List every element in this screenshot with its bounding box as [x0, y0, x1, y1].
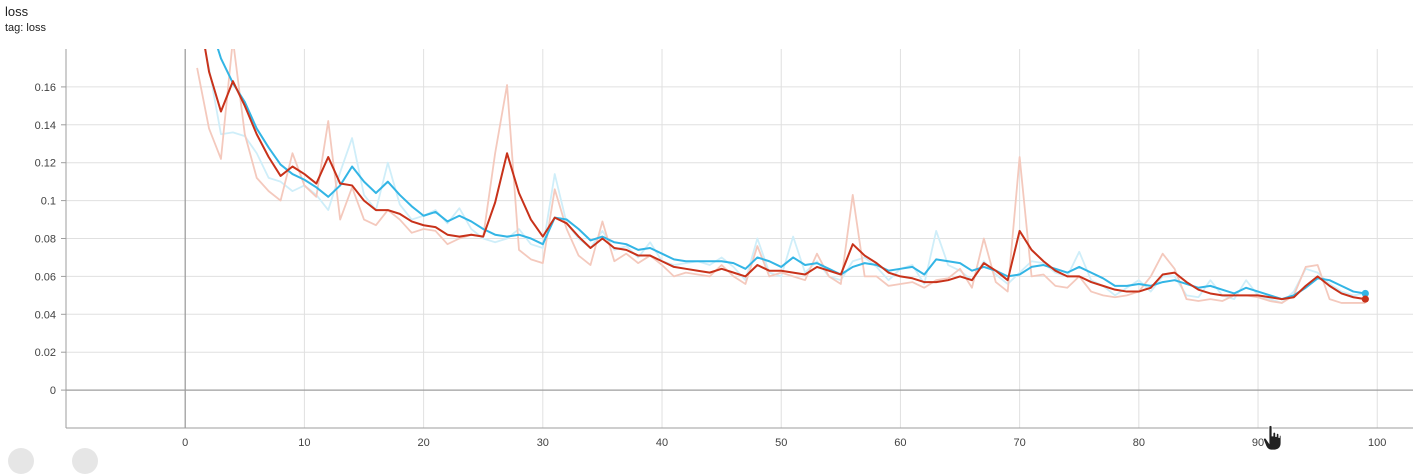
loss-chart[interactable]: 0 0.02 0.04 0.06 0.08 0.1 0.12 0.14 0.16 0 10 20 30 4… [0, 0, 1413, 454]
series-1-smoothed-line [204, 49, 1366, 301]
y-tick-label: 0.1 [41, 196, 56, 208]
grid-lines [66, 49, 1413, 428]
tick-labels: 0 0.02 0.04 0.06 0.08 0.1 0.12 0.14 0.16 0 10 20 30 4… [35, 82, 1387, 449]
y-tick-label: 0.16 [35, 82, 56, 94]
x-tick-label: 100 [1368, 437, 1386, 449]
chart-tag: tag: loss [5, 22, 46, 34]
y-tick-label: 0.12 [35, 158, 56, 170]
hand-cursor-icon [1263, 425, 1281, 451]
chart-title: loss [5, 4, 29, 19]
ghost-button-left[interactable] [8, 448, 34, 474]
x-tick-label: 80 [1133, 437, 1145, 449]
y-tick-label: 0.02 [35, 347, 56, 359]
y-tick-label: 0.04 [35, 309, 56, 321]
y-tick-label: 0 [50, 385, 56, 397]
x-tick-label: 30 [537, 437, 549, 449]
x-tick-label: 10 [298, 437, 310, 449]
series-0-smoothed-line [216, 49, 1366, 301]
x-tick-label: 50 [775, 437, 787, 449]
x-tick-label: 90 [1252, 437, 1264, 449]
smoothed-series-lines [204, 49, 1369, 303]
y-tick-label: 0.14 [35, 120, 56, 132]
chart-card-header: loss tag: loss [5, 4, 46, 35]
y-tick-label: 0.08 [35, 234, 56, 246]
x-tick-label: 0 [182, 437, 188, 449]
ghost-button-right[interactable] [72, 448, 98, 474]
x-tick-label: 60 [894, 437, 906, 449]
series-1-raw-line [196, 49, 1366, 304]
x-tick-label: 40 [656, 437, 668, 449]
x-tick-label: 70 [1014, 437, 1026, 449]
raw-series-lines [196, 49, 1366, 304]
series-0-raw-line [204, 49, 1366, 304]
series-1-end-point[interactable] [1361, 295, 1369, 303]
axes [61, 49, 1413, 429]
series-0-end-point[interactable] [1361, 289, 1369, 298]
x-tick-label: 20 [417, 437, 429, 449]
y-tick-label: 0.06 [35, 271, 56, 283]
